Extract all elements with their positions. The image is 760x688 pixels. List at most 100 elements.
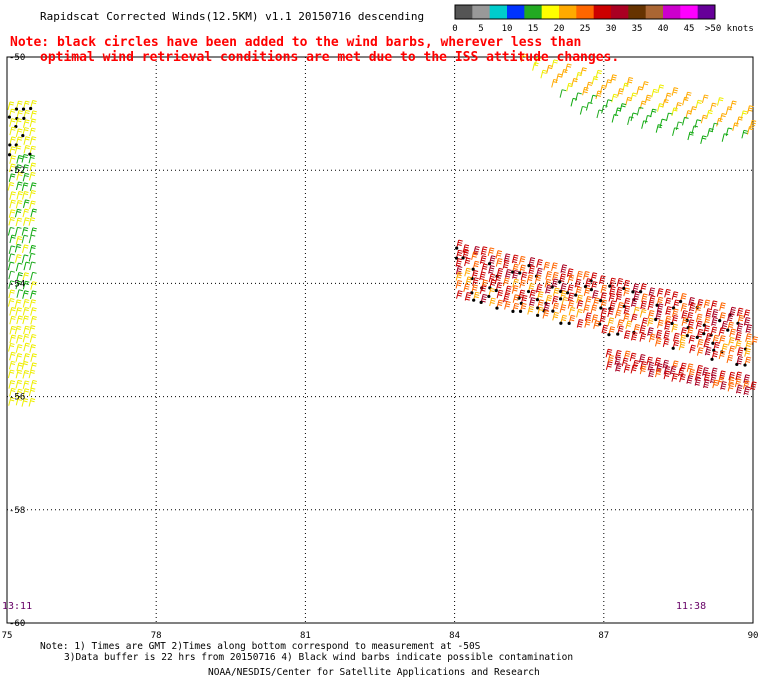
wind-barb — [21, 254, 29, 263]
wind-barb — [488, 265, 495, 274]
wind-barb — [596, 109, 604, 119]
contamination-marker — [574, 293, 578, 297]
wind-barb — [630, 313, 638, 323]
wind-barb — [23, 261, 31, 271]
wind-barb — [640, 300, 647, 310]
wind-barb — [703, 338, 711, 348]
note-line-2: optimal wind retrieval conditions are me… — [40, 50, 619, 65]
wind-barb — [583, 287, 591, 297]
wind-barb — [655, 124, 663, 133]
wind-barb — [518, 264, 526, 275]
contamination-marker — [559, 297, 563, 301]
wind-barb — [8, 342, 15, 352]
contamination-marker — [702, 323, 706, 327]
contamination-marker — [518, 271, 522, 275]
wind-barb — [23, 342, 30, 352]
contamination-marker — [535, 298, 540, 302]
contamination-marker — [702, 332, 706, 336]
wind-barb — [21, 361, 29, 370]
wind-barb — [654, 311, 662, 322]
contamination-marker — [551, 309, 555, 313]
wind-barb — [725, 106, 733, 115]
wind-barb — [623, 350, 631, 360]
wind-barb — [534, 57, 542, 66]
wind-barb — [511, 302, 520, 313]
wind-barb — [678, 341, 686, 351]
wind-barb — [743, 317, 751, 326]
time-left: 13:11 — [2, 601, 32, 612]
wind-barb — [505, 285, 512, 295]
wind-barb — [623, 330, 631, 339]
wind-barb — [22, 119, 30, 128]
wind-barb — [623, 287, 630, 297]
wind-barb — [591, 76, 599, 85]
wind-barb — [671, 308, 679, 318]
wind-barb — [21, 100, 30, 111]
wind-barb — [504, 301, 511, 310]
wind-barb — [585, 296, 592, 305]
wind-barb — [8, 136, 16, 147]
wind-barb — [517, 289, 526, 300]
wind-barb — [21, 234, 29, 244]
wind-barb — [619, 103, 627, 112]
wind-barb — [712, 379, 719, 389]
wind-barb — [615, 293, 623, 303]
wind-barb — [617, 319, 624, 328]
wind-barb — [585, 101, 593, 111]
wind-barb — [709, 374, 717, 384]
contamination-marker — [622, 286, 626, 290]
wind-barb — [576, 318, 584, 328]
wind-barb — [28, 398, 36, 407]
colorbar-label: 20 — [554, 24, 565, 34]
wind-barb — [639, 325, 646, 334]
wind-barb — [16, 191, 24, 200]
wind-barb — [639, 365, 647, 375]
contamination-marker — [7, 153, 12, 157]
wind-barb — [540, 69, 548, 79]
wind-barb — [682, 116, 689, 126]
wind-barb — [641, 317, 648, 327]
wind-barb — [702, 325, 710, 336]
wind-barb — [627, 116, 634, 125]
contamination-marker — [511, 309, 515, 313]
wind-barb — [681, 317, 689, 326]
wind-barb — [8, 280, 15, 289]
wind-barb — [576, 300, 584, 309]
wind-barb — [16, 315, 23, 325]
wind-barb — [747, 125, 754, 135]
wind-barb — [641, 81, 649, 90]
wind-barb — [600, 307, 608, 317]
wind-barb — [728, 345, 736, 355]
wind-barb — [28, 171, 36, 181]
y-axis-ticks: -50 -52 -54 -56 -58 -60 — [9, 53, 25, 629]
wind-barb — [22, 172, 30, 182]
wind-barb — [527, 305, 534, 315]
colorbar-swatch — [697, 5, 716, 19]
wind-barb — [589, 272, 598, 283]
wind-barb — [28, 252, 36, 262]
contamination-marker — [21, 133, 25, 138]
wind-barb — [22, 315, 29, 325]
wind-barb — [717, 97, 724, 106]
colorbar-swatch — [455, 5, 473, 19]
y-tick-label: -56 — [9, 393, 25, 403]
wind-barb — [663, 370, 671, 380]
wind-barb — [456, 290, 463, 299]
wind-barb — [22, 298, 30, 308]
wind-barb — [567, 300, 575, 309]
wind-barb — [22, 272, 29, 281]
x-tick-label: 75 — [2, 631, 13, 641]
contamination-marker — [735, 362, 739, 367]
note-line-1: Note: black circles have been added to t… — [10, 35, 581, 50]
wind-barb — [8, 380, 16, 389]
wind-barb — [28, 234, 36, 244]
wind-barb — [551, 295, 559, 305]
contamination-marker — [495, 306, 499, 310]
wind-barb — [30, 281, 37, 290]
wind-barb — [664, 315, 672, 325]
x-tick-label: 90 — [748, 631, 759, 641]
wind-barb — [607, 308, 614, 317]
wind-barb — [23, 144, 31, 154]
wind-barb — [461, 249, 470, 260]
wind-barb — [607, 326, 616, 337]
